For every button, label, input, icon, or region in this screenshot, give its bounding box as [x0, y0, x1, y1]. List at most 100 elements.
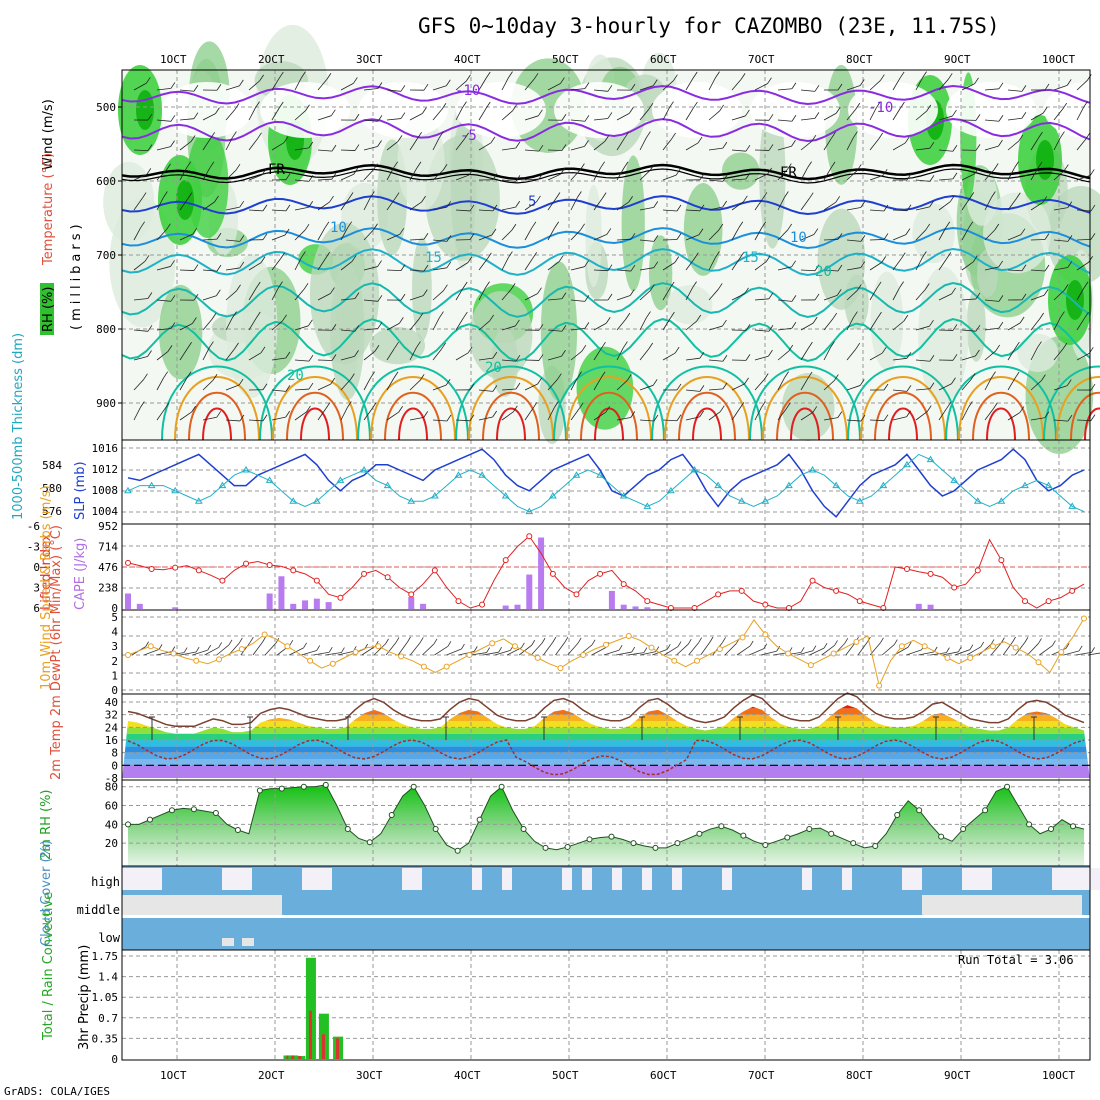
- wind-barb-flag: [469, 233, 475, 240]
- wind-barb-flag: [743, 195, 748, 203]
- wind-barb-flag: [814, 293, 820, 301]
- warm-contour: [1084, 407, 1100, 441]
- surface-barb-flag: [643, 647, 648, 653]
- rh-line-point: [850, 840, 857, 847]
- wind-tick: 0: [111, 684, 118, 697]
- wind-barb-flag: [768, 114, 774, 121]
- surface-barb-flag: [722, 637, 726, 643]
- wind-barb-flag: [577, 191, 582, 198]
- surface-barb-flag: [958, 646, 962, 653]
- time-label-top: 4OCT: [454, 53, 481, 66]
- wind-barb: [317, 293, 331, 301]
- wind-barb: [363, 119, 378, 122]
- wind-barb: [156, 408, 166, 421]
- wind-barb: [432, 419, 447, 422]
- wind-barb-flag: [262, 414, 268, 422]
- wind-barb-flag: [442, 164, 448, 171]
- surface-barb: [1075, 651, 1092, 656]
- wind-speed-line-point: [830, 650, 837, 657]
- surface-barb-flag: [687, 638, 692, 645]
- temp-band: [122, 746, 1090, 753]
- wind-barb-flag: [699, 204, 705, 212]
- wind-barb: [1030, 167, 1039, 181]
- wind-barb-flag: [906, 204, 912, 211]
- wind-barb-flag: [170, 295, 176, 302]
- wind-barb: [1030, 269, 1045, 272]
- wind-barb: [386, 89, 401, 92]
- wind-barb-flag: [1019, 316, 1025, 324]
- wind-barb-flag: [147, 350, 152, 357]
- time-axis-bottom: 1OCT 2OCT 3OCT 4OCT 5OCT 6OCT 7OCT 8OCT 9OCT 10OC…: [160, 1069, 1075, 1082]
- wind-barb: [225, 317, 233, 331]
- wind-barb-flag: [906, 352, 912, 359]
- wind-barb-flag: [167, 345, 173, 352]
- wind-barb-flag: [922, 71, 927, 78]
- wind-barb: [570, 197, 578, 211]
- wind-barb-flag: [561, 113, 567, 121]
- surface-barb: [543, 641, 554, 656]
- wind-barb: [984, 145, 999, 151]
- wind-barb-flag: [1066, 379, 1072, 386]
- wind-barb: [685, 320, 698, 331]
- wind-barb-flag: [140, 221, 145, 228]
- rh-line-point: [344, 826, 351, 833]
- convective-precip-bar: [336, 1038, 340, 1059]
- slp-thickness-lines: [124, 448, 1085, 518]
- wind-barb-flag: [814, 85, 820, 92]
- surface-barb: [325, 652, 342, 656]
- wind-barb-flag: [722, 382, 728, 390]
- wind-barb: [225, 267, 240, 271]
- temp2m-axis-label: 2m Temp 2m DewPt (6hr Min/Max) (°C): [49, 525, 64, 780]
- temperature-contours: [121, 84, 1100, 441]
- wind-barb-flag: [719, 405, 725, 412]
- wind-barb: [294, 359, 309, 362]
- wind-barb: [386, 411, 399, 421]
- wind-barb: [593, 269, 609, 272]
- wind-barb: [1030, 294, 1045, 301]
- wind-barb-flag: [807, 371, 813, 379]
- wind-barb-flag: [812, 406, 818, 413]
- wind-barb: [800, 347, 809, 361]
- rh-line-point: [564, 843, 571, 850]
- wind-barb: [777, 145, 792, 151]
- rh-line-point: [190, 806, 197, 813]
- high-cloud: [502, 868, 512, 890]
- wind-barb: [501, 206, 516, 211]
- wind-barb: [708, 289, 719, 301]
- rh-line-point: [696, 830, 703, 837]
- high-cloud: [802, 868, 812, 890]
- wind-barb: [892, 142, 906, 151]
- wind-barb: [708, 206, 723, 211]
- wind-barb: [317, 258, 326, 271]
- wind-barb: [524, 258, 534, 271]
- wind-barb-flag: [255, 281, 261, 289]
- wind-barb: [1053, 207, 1068, 211]
- lifted-index-line-point: [290, 567, 297, 574]
- warm-contour: [580, 391, 638, 441]
- wind-barb-flag: [649, 164, 655, 171]
- wind-barb-flag: [555, 192, 561, 199]
- wind-barb: [156, 197, 164, 211]
- wind-barb: [685, 416, 700, 421]
- wind-barb-flag: [946, 252, 952, 259]
- wind-barb-flag: [791, 115, 797, 122]
- wind-barb-flag: [467, 256, 473, 263]
- wind-barb-flag: [192, 227, 198, 235]
- wind-barb-flag: [969, 192, 975, 199]
- temp-band: [122, 733, 1090, 740]
- lifted-index-line-point: [148, 566, 155, 573]
- lifted-index-line-point: [195, 567, 202, 574]
- surface-barb-flag: [844, 638, 849, 644]
- wind-barb: [547, 149, 563, 151]
- warm-contour: [847, 365, 959, 441]
- wind-barb-flag: [538, 109, 543, 117]
- wind-barb-flag: [768, 292, 774, 300]
- wind-speed-line-point: [557, 665, 564, 672]
- wind-barb-flag: [235, 163, 241, 171]
- wind-barb-flag: [650, 284, 655, 291]
- wind-barb-flag: [998, 139, 1003, 147]
- wind-barb: [432, 239, 447, 242]
- wind-barb: [294, 179, 309, 182]
